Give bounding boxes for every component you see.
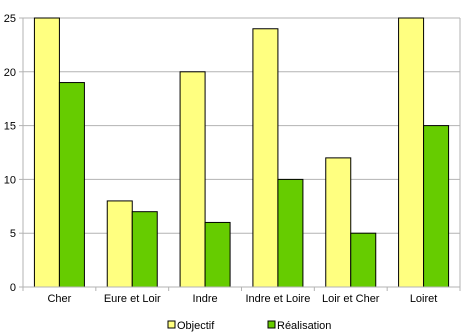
x-tick-label: Indre et Loire [246, 293, 311, 305]
y-axis: 0 5 10 15 20 25 [4, 13, 461, 294]
legend-label: Objectif [177, 320, 215, 332]
bar-realisation [204, 221, 231, 288]
x-tick-label: Indre [193, 293, 218, 305]
y-tick-label: 5 [10, 228, 16, 240]
y-tick-label: 15 [4, 121, 16, 133]
bar-objectif [179, 71, 206, 288]
legend-label: Réalisation [277, 320, 331, 332]
y-tick-label: 25 [4, 13, 16, 25]
y-tick-label: 10 [4, 174, 16, 186]
bar-realisation [423, 125, 450, 288]
x-axis: Cher Eure et Loir Indre Indre et Loire Loir … [22, 286, 461, 305]
bar-objectif [325, 157, 352, 288]
bar-realisation [131, 211, 158, 288]
x-tick-label: Loiret [410, 293, 438, 305]
bar-realisation [58, 82, 85, 288]
legend: Objectif Réalisation [167, 320, 331, 332]
legend-swatch [167, 320, 176, 329]
y-tick-label: 0 [10, 282, 16, 294]
bars [33, 17, 450, 288]
grid-lines [23, 17, 460, 288]
bar-objectif [398, 17, 425, 288]
x-tick-label: Eure et Loir [104, 293, 161, 305]
bar-objectif [33, 17, 60, 288]
bar-realisation [277, 178, 304, 288]
legend-swatch [267, 320, 276, 329]
bar-objectif [106, 200, 133, 288]
x-tick-label: Cher [47, 293, 71, 305]
bar-objectif [252, 28, 279, 288]
bar-realisation [350, 232, 377, 288]
x-tick-label: Loir et Cher [322, 293, 380, 305]
y-tick-label: 20 [4, 67, 16, 79]
